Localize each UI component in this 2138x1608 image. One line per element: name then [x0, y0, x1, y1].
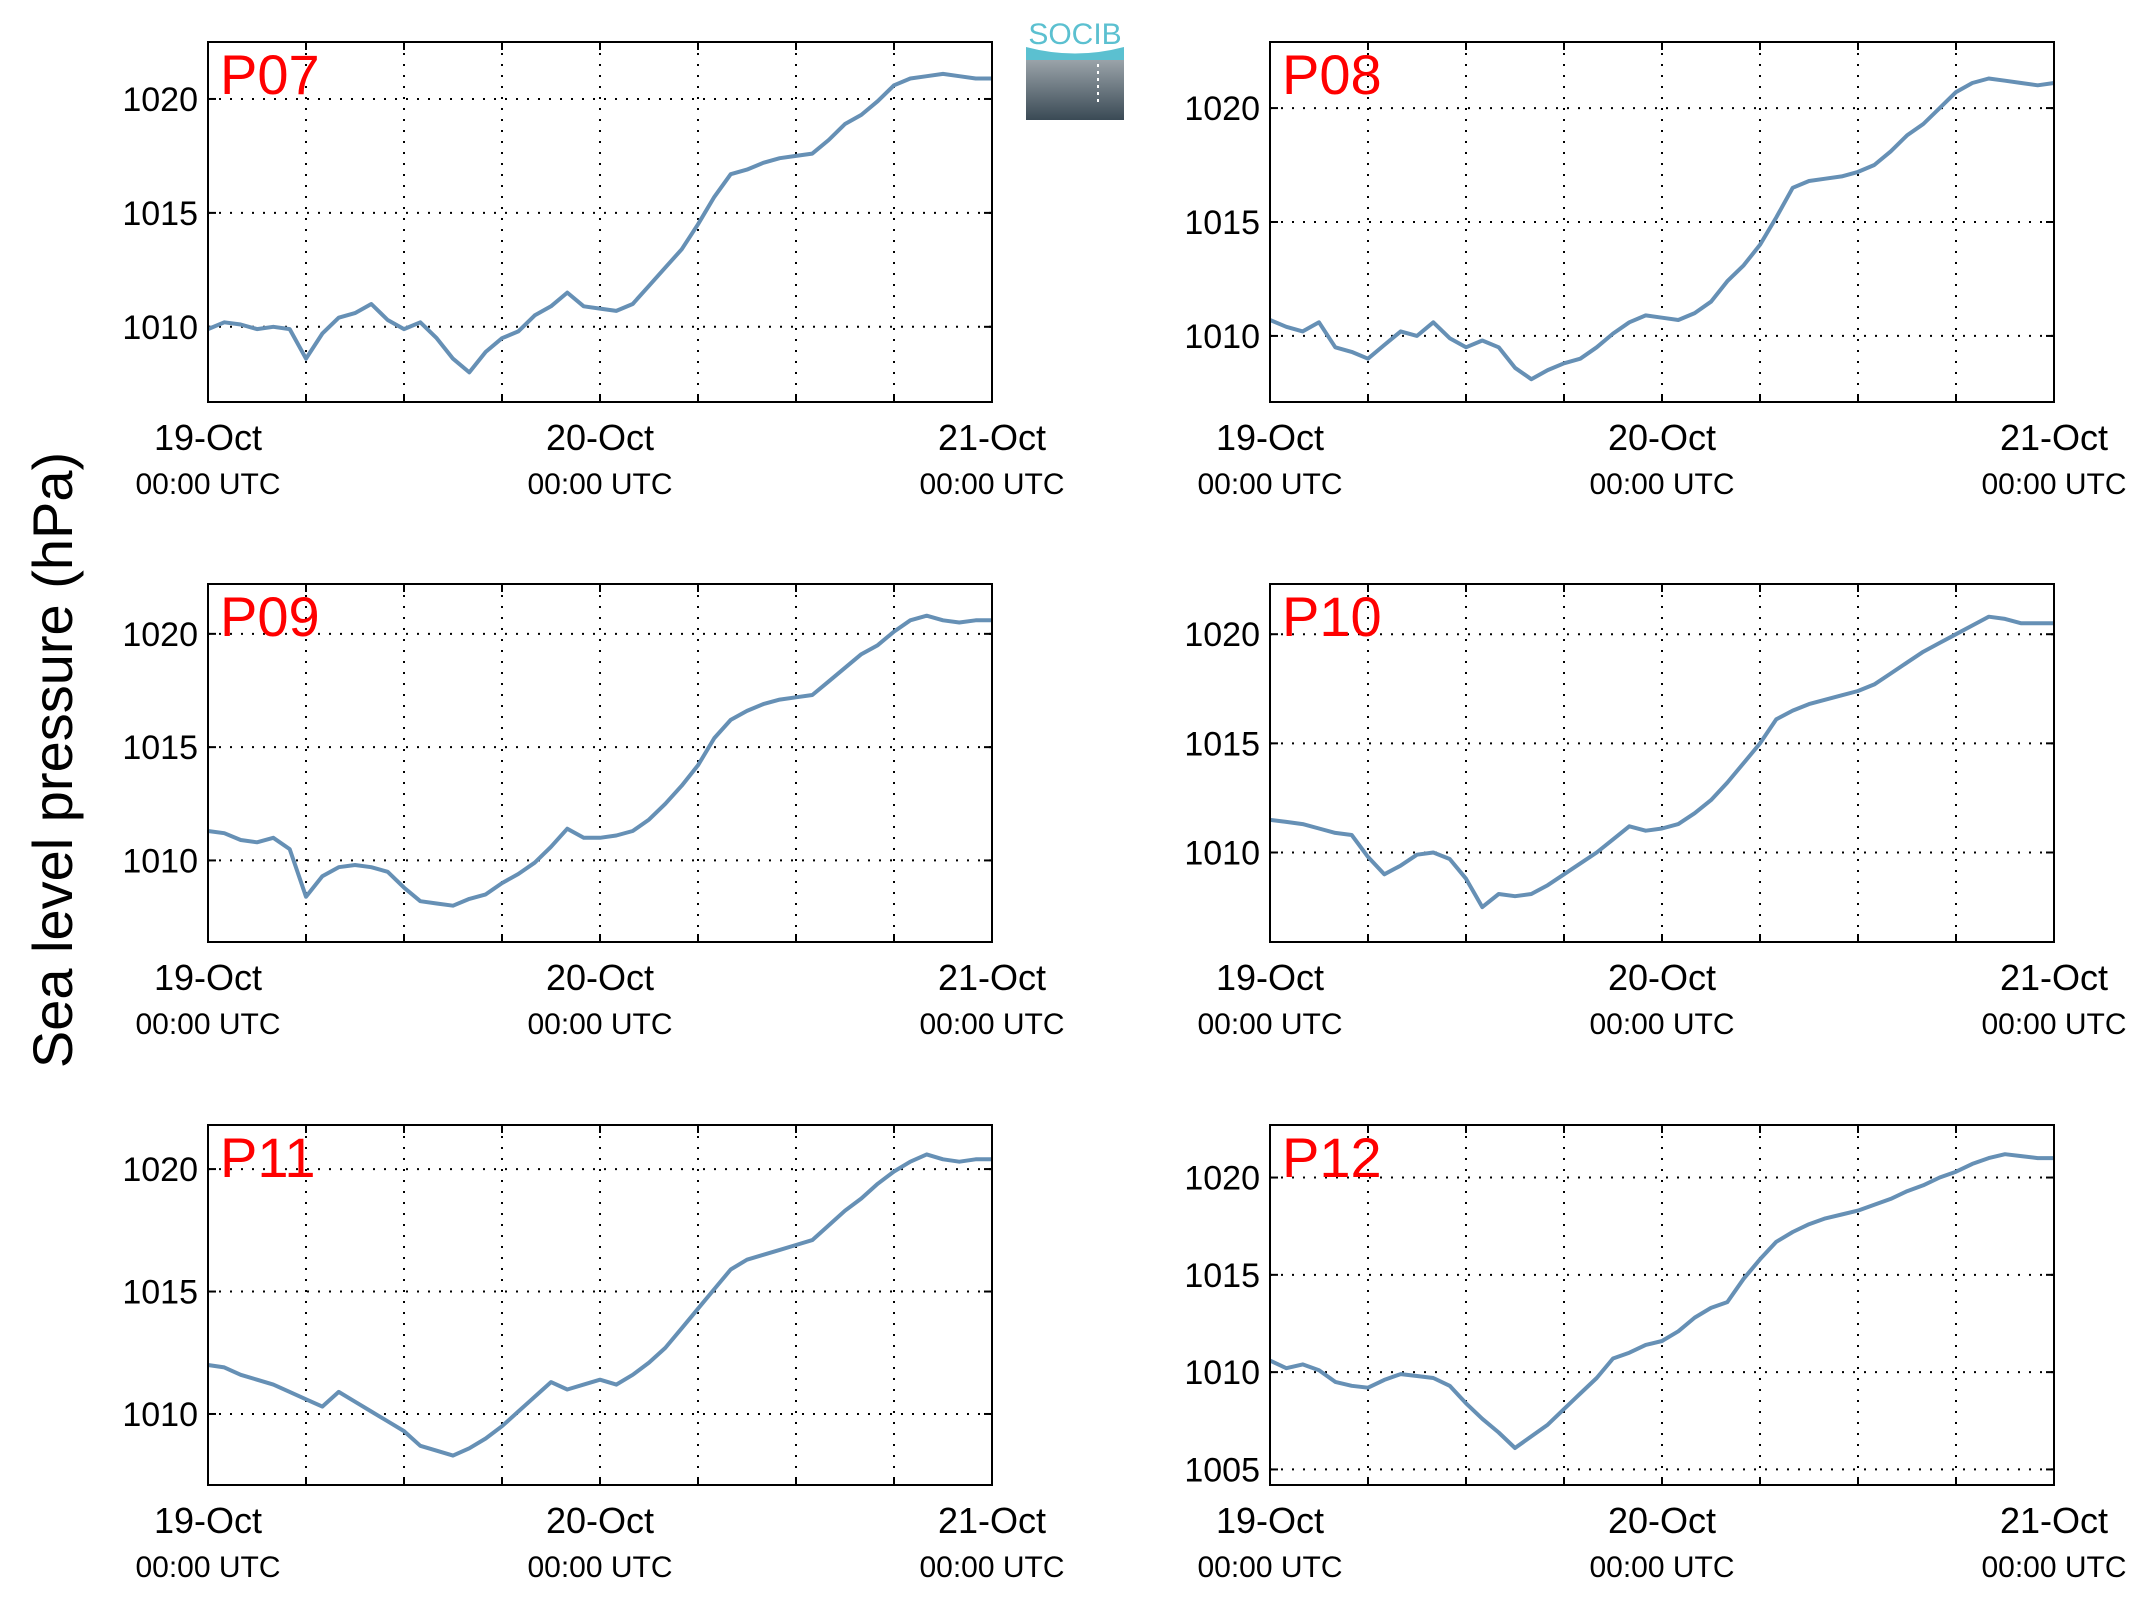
station-label: P11 — [220, 1126, 315, 1189]
x-tick-time-label: 00:00 UTC — [1589, 468, 1734, 501]
plot-frame — [207, 41, 993, 403]
panel-p11: 1010 1015 1020 19-Oct 00:00 UTC 20-Oct 00:00 U… — [122, 1124, 1065, 1584]
plot-frame — [1269, 583, 2055, 943]
figure-ylabel: Sea level pressure (hPa) — [21, 452, 84, 1068]
x-tick-time-label: 00:00 UTC — [1981, 1551, 2126, 1584]
x-tick-time-label: 00:00 UTC — [1981, 468, 2126, 501]
x-tick-date-label: 19-Oct — [154, 957, 262, 998]
x-tick-date-label: 20-Oct — [546, 1500, 654, 1541]
x-tick-date-label: 20-Oct — [546, 417, 654, 458]
x-tick-time-label: 00:00 UTC — [527, 468, 672, 501]
y-tick-label: 1010 — [1184, 318, 1260, 356]
y-tick-label: 1005 — [1184, 1451, 1260, 1489]
x-tick-date-label: 19-Oct — [154, 417, 262, 458]
station-label: P09 — [220, 585, 320, 648]
pressure-series-line — [207, 613, 992, 908]
x-tick-time-label: 00:00 UTC — [1197, 1551, 1342, 1584]
x-tick-time-label: 00:00 UTC — [919, 1551, 1064, 1584]
plot-frame — [1269, 41, 2055, 403]
y-tick-label: 1020 — [122, 616, 198, 654]
x-tick-date-label: 21-Oct — [938, 1500, 1046, 1541]
y-tick-label: 1015 — [1184, 1257, 1260, 1295]
y-tick-label: 1010 — [1184, 835, 1260, 873]
y-tick-label: 1020 — [122, 81, 198, 119]
x-tick-date-label: 19-Oct — [154, 1500, 262, 1541]
y-tick-label: 1015 — [122, 729, 198, 767]
logo-body-shape — [1026, 60, 1124, 120]
y-tick-label: 1015 — [1184, 204, 1260, 242]
y-tick-label: 1020 — [1184, 616, 1260, 654]
x-tick-date-label: 20-Oct — [1608, 417, 1716, 458]
x-tick-time-label: 00:00 UTC — [1589, 1008, 1734, 1041]
panel-p08: 1010 1015 1020 19-Oct 00:00 UTC 20-Oct 00:00 U… — [1184, 41, 2127, 501]
panel-p12: 1005 1010 1015 1020 19-Oct 00:00 UTC 20-Oct 00:… — [1184, 1124, 2127, 1584]
station-label: P10 — [1282, 585, 1382, 648]
panel-p09: 1010 1015 1020 19-Oct 00:00 UTC 20-Oct 00:00 U… — [122, 583, 1065, 1041]
x-tick-time-label: 00:00 UTC — [135, 1551, 280, 1584]
x-tick-time-label: 00:00 UTC — [527, 1551, 672, 1584]
x-tick-date-label: 20-Oct — [1608, 957, 1716, 998]
socib-logo: SOCIB — [1026, 18, 1124, 120]
pressure-series-line — [207, 1152, 992, 1458]
y-tick-label: 1015 — [1184, 725, 1260, 763]
x-tick-time-label: 00:00 UTC — [919, 1008, 1064, 1041]
y-tick-label: 1015 — [122, 195, 198, 233]
x-tick-time-label: 00:00 UTC — [1197, 468, 1342, 501]
station-label: P07 — [220, 43, 320, 106]
x-tick-date-label: 21-Oct — [2000, 957, 2108, 998]
station-label: P12 — [1282, 1126, 1382, 1189]
y-tick-label: 1010 — [1184, 1354, 1260, 1392]
x-tick-time-label: 00:00 UTC — [135, 1008, 280, 1041]
y-tick-label: 1010 — [122, 309, 198, 347]
plot-frame — [207, 583, 993, 943]
x-tick-time-label: 00:00 UTC — [919, 468, 1064, 501]
pressure-series-line — [207, 71, 992, 375]
x-tick-date-label: 19-Oct — [1216, 417, 1324, 458]
y-tick-label: 1020 — [1184, 1160, 1260, 1198]
pressure-series-line — [1269, 614, 2054, 910]
x-tick-date-label: 21-Oct — [938, 957, 1046, 998]
x-tick-date-label: 19-Oct — [1216, 957, 1324, 998]
y-tick-label: 1015 — [122, 1274, 198, 1312]
x-tick-time-label: 00:00 UTC — [1197, 1008, 1342, 1041]
pressure-series-line — [1269, 76, 2055, 382]
x-tick-date-label: 20-Oct — [546, 957, 654, 998]
x-tick-time-label: 00:00 UTC — [1589, 1551, 1734, 1584]
y-tick-label: 1010 — [122, 842, 198, 880]
logo-text: SOCIB — [1028, 18, 1121, 51]
y-tick-label: 1010 — [122, 1396, 198, 1434]
pressure-series-line — [1269, 1152, 2054, 1450]
station-label: P08 — [1282, 43, 1382, 106]
x-tick-date-label: 21-Oct — [938, 417, 1046, 458]
y-tick-label: 1020 — [122, 1151, 198, 1189]
x-tick-date-label: 19-Oct — [1216, 1500, 1324, 1541]
x-tick-time-label: 00:00 UTC — [527, 1008, 672, 1041]
x-tick-date-label: 21-Oct — [2000, 417, 2108, 458]
x-tick-time-label: 00:00 UTC — [135, 468, 280, 501]
panel-p10: 1010 1015 1020 19-Oct 00:00 UTC 20-Oct 00:00 U… — [1184, 583, 2127, 1041]
x-tick-time-label: 00:00 UTC — [1981, 1008, 2126, 1041]
y-tick-label: 1020 — [1184, 90, 1260, 128]
plot-frame — [1269, 1124, 2055, 1486]
x-tick-date-label: 20-Oct — [1608, 1500, 1716, 1541]
plot-frame — [207, 1124, 993, 1486]
x-tick-date-label: 21-Oct — [2000, 1500, 2108, 1541]
panels: 1010 1015 1020 19-Oct 00:00 UTC 20-Oct 00:00 U… — [122, 41, 2127, 1584]
panel-p07: 1010 1015 1020 19-Oct 00:00 UTC 20-Oct 00:00 U… — [122, 41, 1065, 501]
